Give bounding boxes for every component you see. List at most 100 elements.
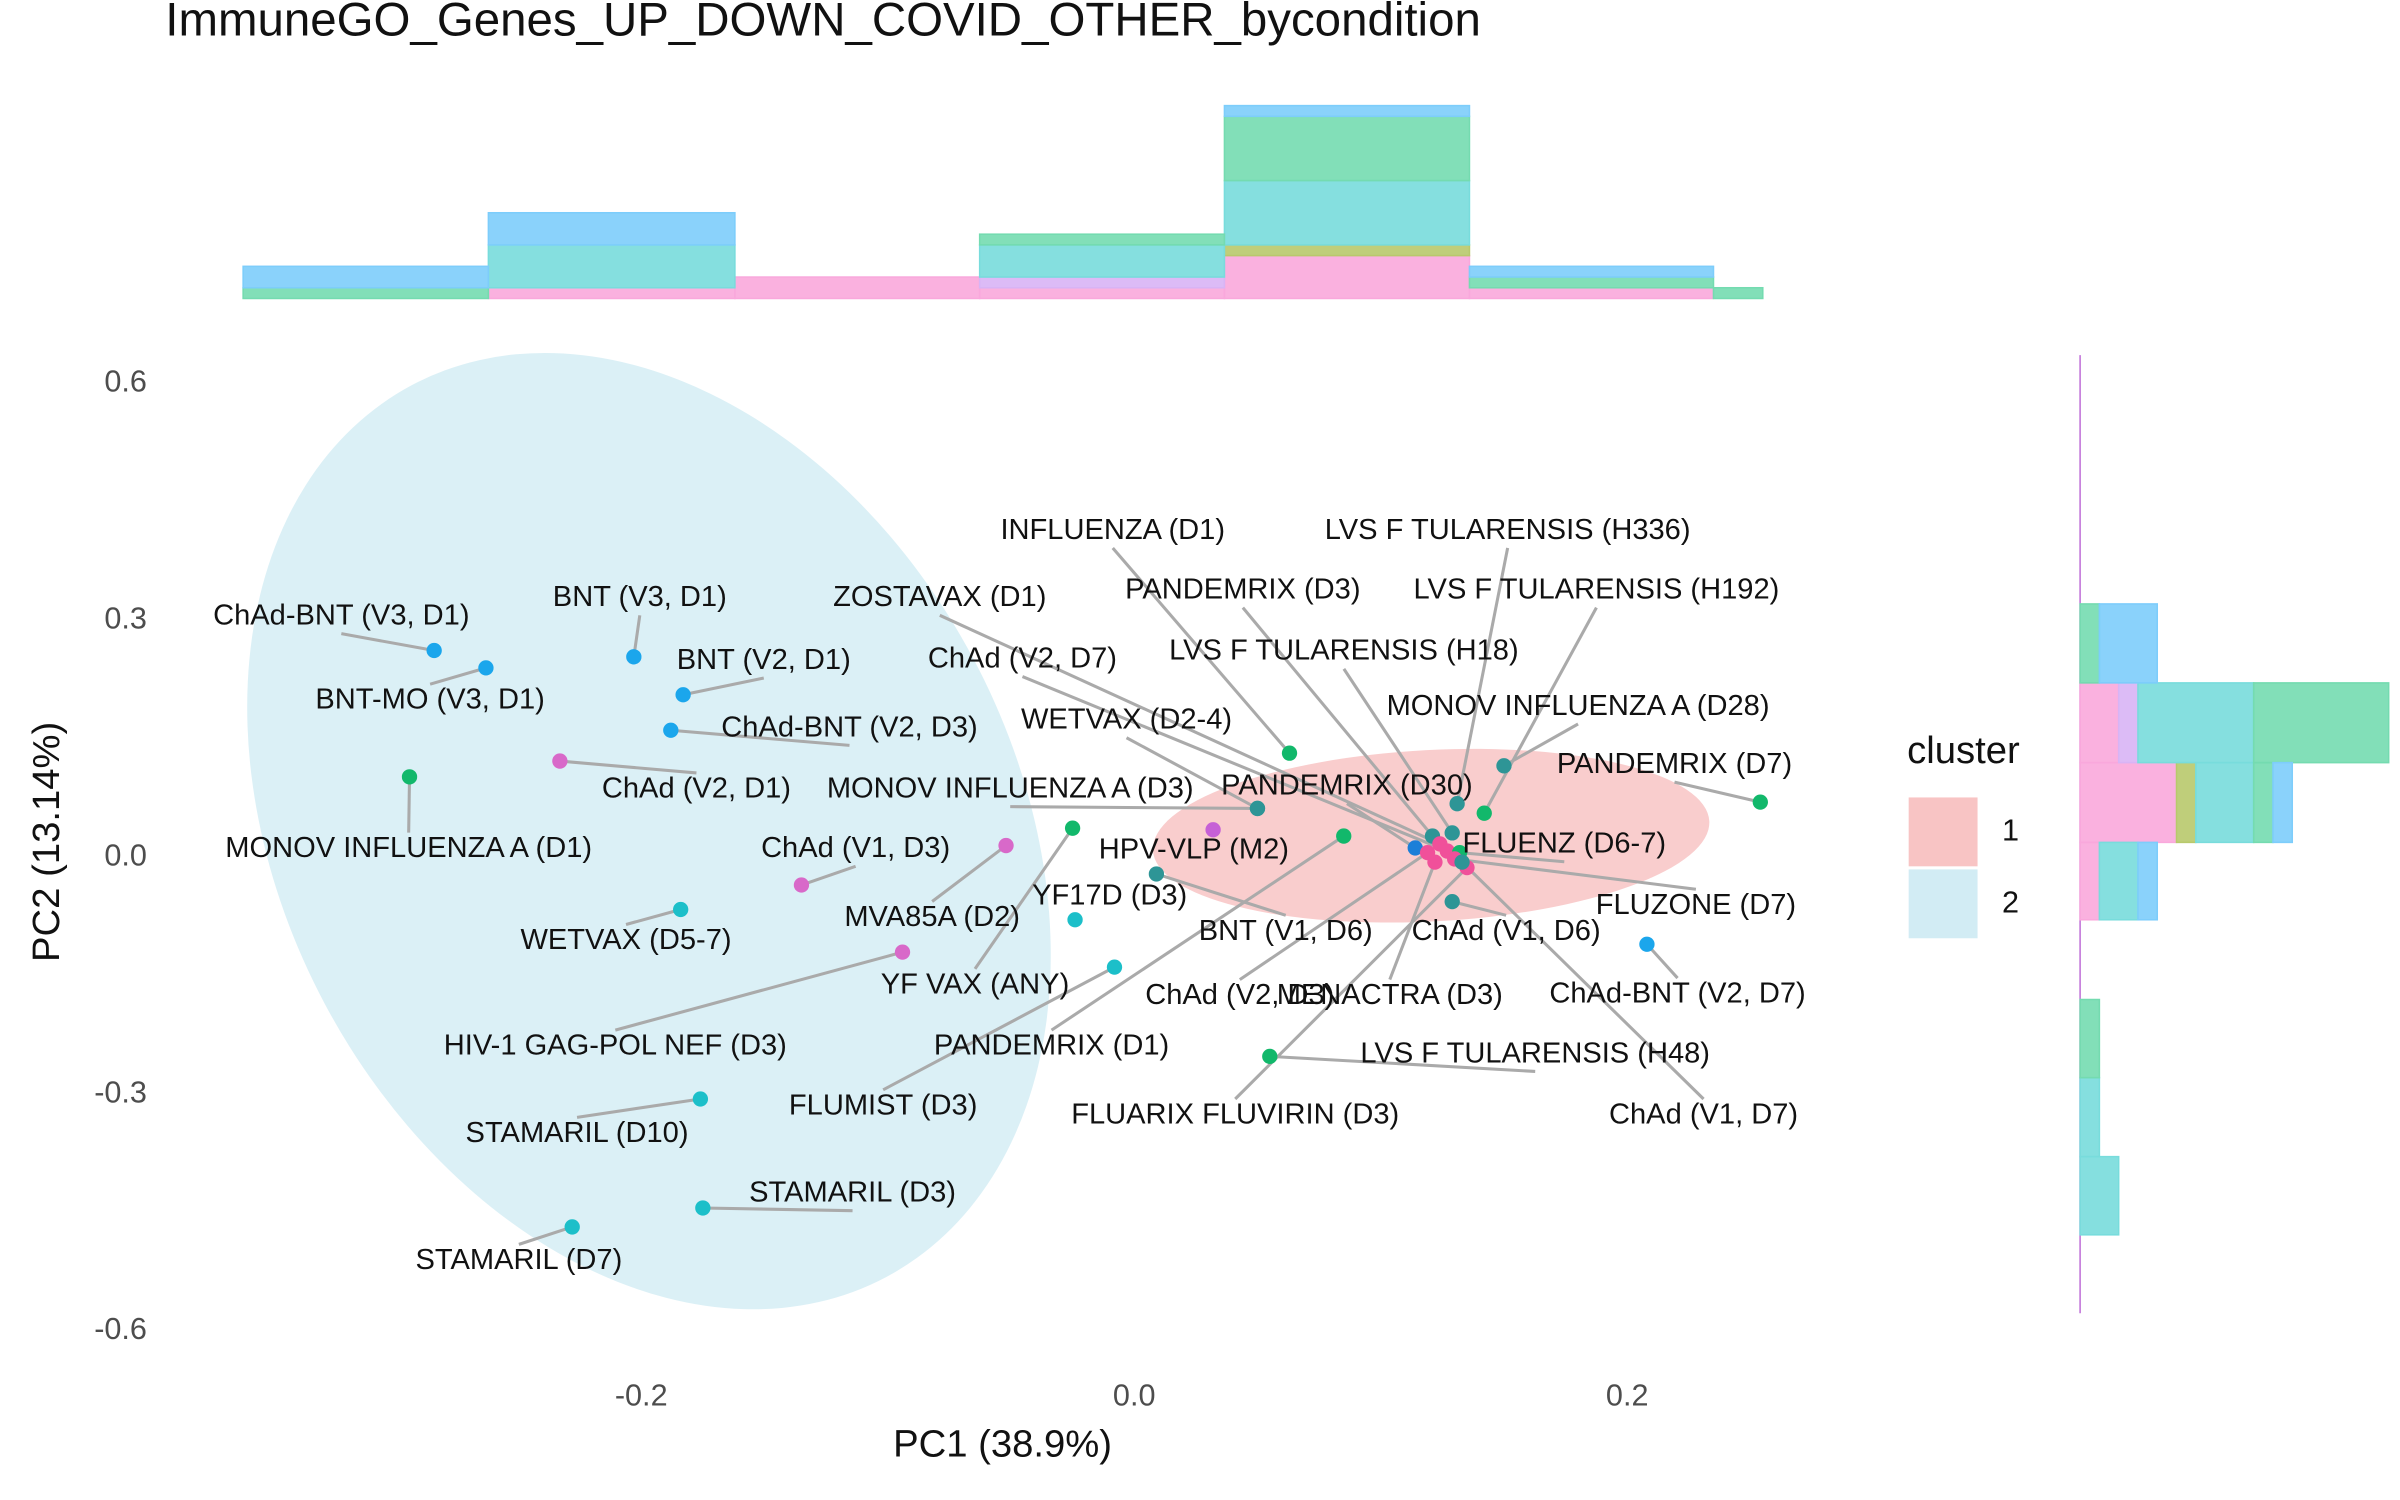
- point-label: ChAd-BNT (V2, D7): [1549, 978, 1805, 1010]
- chart-title: ImmuneGO_Genes_UP_DOWN_COVID_OTHER_bycon…: [165, 0, 1481, 46]
- hist-bar: [978, 276, 1226, 289]
- leader-line: [1482, 606, 1598, 814]
- point: [1064, 820, 1081, 836]
- x-tick-label: 0.0: [1113, 1379, 1156, 1413]
- hist-bar: [2079, 1155, 2120, 1236]
- leader-line: [973, 827, 1074, 970]
- point-label: MONOV INFLUENZA A (D1): [225, 832, 592, 864]
- leader-line: [1010, 805, 1258, 810]
- point-label: MONOV INFLUENZA A (D28): [1387, 690, 1770, 722]
- leader-line: [429, 666, 487, 686]
- hist-bar: [1223, 244, 1471, 257]
- point: [1419, 844, 1436, 861]
- leader-line: [882, 965, 1116, 1092]
- point-label: ChAd (V1, D7): [1609, 1099, 1798, 1131]
- point-label: PANDEMRIX (D3): [1125, 574, 1360, 606]
- point: [1067, 912, 1083, 928]
- legend-label: 1: [2002, 814, 2019, 848]
- hist-bar: [2098, 841, 2139, 921]
- hist-bar: [2079, 841, 2101, 921]
- leader-line: [407, 776, 412, 833]
- point: [692, 1091, 709, 1107]
- hist-bar: [1223, 104, 1471, 118]
- point-label: STAMARIL (D7): [415, 1244, 622, 1276]
- point: [1407, 840, 1423, 856]
- leader-line: [625, 908, 682, 926]
- point: [1496, 758, 1512, 774]
- leader-line: [1451, 900, 1507, 917]
- hist-bar: [2252, 682, 2390, 764]
- hist-bar: [487, 286, 736, 300]
- point: [1281, 745, 1298, 761]
- point-label: ChAd (V2, D1): [602, 772, 791, 804]
- point: [1476, 805, 1492, 821]
- y-tick-label: 0.3: [104, 602, 147, 636]
- leader-line: [341, 632, 435, 653]
- hist-bar: [2117, 682, 2139, 764]
- cluster-ellipse: [247, 352, 1051, 1310]
- point: [695, 1200, 711, 1216]
- leader-line: [939, 613, 1441, 846]
- point-label: LVS F TULARENSIS (H192): [1414, 574, 1780, 606]
- point-label: MENACTRA (D3): [1277, 979, 1503, 1011]
- leader-line: [559, 759, 697, 775]
- y-tick-label: 0.6: [104, 365, 147, 399]
- point-label: STAMARIL (D3): [749, 1177, 956, 1209]
- point-label: FLUMIST (D3): [789, 1089, 977, 1121]
- point-label: BNT-MO (V3, D1): [315, 684, 544, 716]
- y-tick-label: -0.3: [94, 1075, 147, 1109]
- point-label: INFLUENZA (D1): [1000, 514, 1225, 546]
- point: [1106, 959, 1123, 975]
- point-label: PANDEMRIX (D1): [934, 1030, 1169, 1062]
- point-label: FLUZONE (D7): [1596, 889, 1796, 921]
- point-label: MVA85A (D2): [844, 901, 1020, 933]
- hist-bar: [2137, 841, 2159, 921]
- leader-line: [670, 728, 850, 747]
- point: [1262, 1048, 1278, 1065]
- hist-bar: [978, 244, 1226, 278]
- point: [552, 753, 568, 769]
- x-axis-label: PC1 (38.9%): [893, 1423, 1112, 1466]
- point-label: FLUENZ (D6-7): [1463, 828, 1667, 860]
- point: [663, 722, 679, 738]
- point: [564, 1219, 580, 1235]
- leader-line: [1050, 834, 1345, 1032]
- point: [1444, 825, 1460, 841]
- point-label: ZOSTAVAX (D1): [833, 581, 1046, 613]
- leader-line: [1241, 606, 1434, 838]
- point-label: LVS F TULARENSIS (H18): [1169, 635, 1519, 667]
- point-label: BNT (V1, D6): [1199, 915, 1373, 947]
- point-label: YF17D (D3): [1032, 880, 1187, 912]
- leader-line: [1111, 546, 1291, 755]
- leader-line: [682, 676, 765, 697]
- point: [626, 649, 642, 665]
- y-axis-label: PC2 (13.14%): [25, 722, 68, 962]
- y-tick-label: -0.6: [94, 1312, 147, 1346]
- leader-line: [702, 1206, 853, 1213]
- point: [673, 901, 689, 918]
- leader-line: [1503, 722, 1579, 768]
- hist-bar: [2079, 998, 2101, 1079]
- y-tick-label: 0.0: [104, 838, 147, 872]
- point: [1449, 796, 1465, 812]
- hist-bar: [1223, 179, 1471, 246]
- leader-line: [1342, 668, 1454, 834]
- leader-line: [1454, 857, 1697, 891]
- leader-line: [518, 1225, 573, 1246]
- point-label: STAMARIL (D10): [466, 1117, 689, 1149]
- leader-line: [931, 844, 1007, 903]
- x-tick-label: -0.2: [615, 1379, 668, 1413]
- hist-bar: [2079, 603, 2101, 684]
- leader-line: [1455, 547, 1510, 804]
- point-label: LVS F TULARENSIS (H48): [1360, 1037, 1710, 1069]
- point-label: ChAd-BNT (V2, D3): [721, 711, 977, 743]
- point-label: FLUARIX FLUVIRIN (D3): [1071, 1099, 1399, 1131]
- leader-line: [1125, 736, 1259, 810]
- leader-line: [1346, 802, 1417, 850]
- hist-bar: [1468, 265, 1715, 278]
- hist-bar: [1712, 286, 1764, 300]
- leader-line: [1155, 872, 1287, 917]
- leader-line: [800, 864, 857, 887]
- point: [675, 687, 691, 703]
- hist-bar: [2079, 761, 2178, 844]
